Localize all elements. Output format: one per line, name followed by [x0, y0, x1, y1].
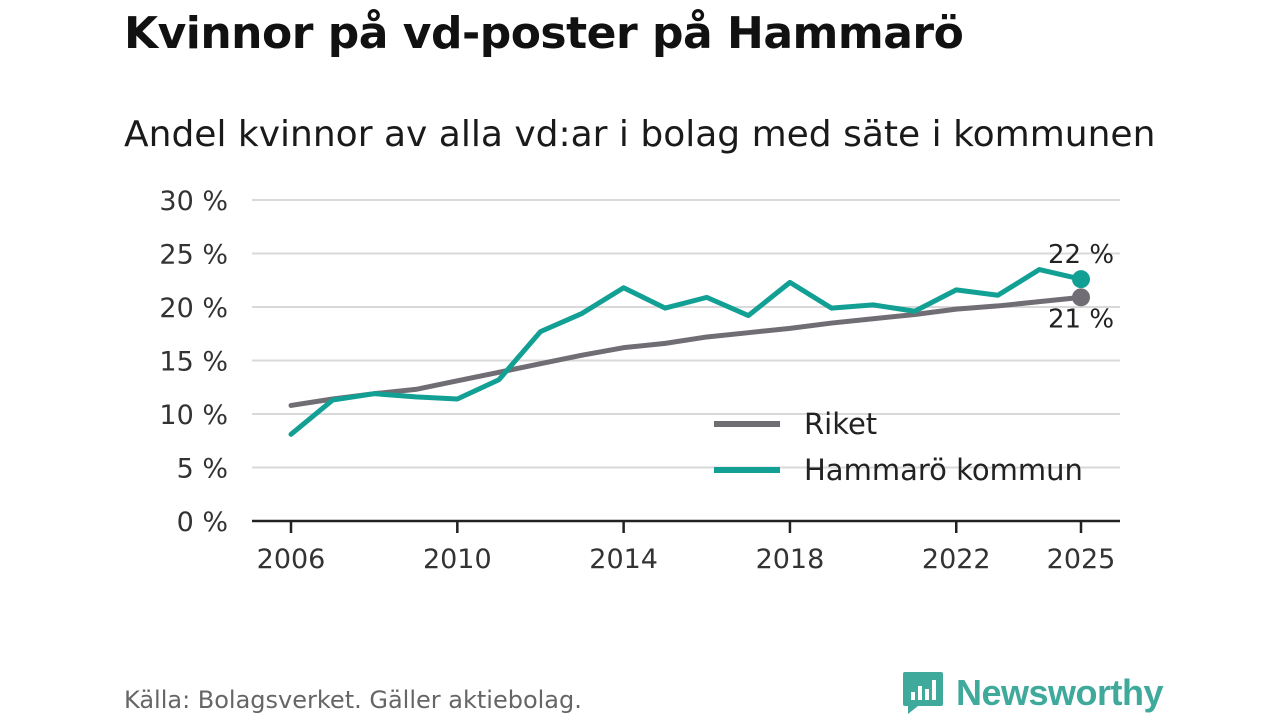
x-tick-label: 2006 — [257, 544, 326, 575]
brand-logo[interactable]: Newsworthy — [902, 670, 1164, 716]
legend-label: Riket — [804, 407, 877, 441]
x-tick-label: 2022 — [922, 544, 991, 575]
x-tick-label: 2014 — [589, 544, 658, 575]
series-end-point — [1072, 288, 1090, 307]
series-end-point — [1072, 270, 1090, 289]
x-tick-label: 2010 — [423, 544, 492, 575]
line-chart: 0 % 5 % 10 % 15 % 20 % 25 % 30 % 2006 2010 2014 20… — [159, 186, 1120, 575]
brand-name: Newsworthy — [956, 672, 1164, 713]
y-tick-label: 10 % — [159, 400, 228, 431]
series-line — [288, 294, 1084, 408]
legend-label: Hammarö kommun — [804, 453, 1083, 487]
x-tick-label: 2018 — [756, 544, 825, 575]
end-value-label: 22 % — [1048, 240, 1114, 270]
y-tick-label: 30 % — [159, 186, 228, 217]
y-tick-label: 0 % — [177, 507, 228, 538]
chart-subtitle: Andel kvinnor av alla vd:ar i bolag med … — [124, 114, 1156, 155]
y-tick-label: 15 % — [159, 347, 228, 378]
y-tick-label: 25 % — [159, 240, 228, 271]
chart-title: Kvinnor på vd-poster på Hammarö — [124, 8, 964, 59]
y-tick-label: 5 % — [177, 454, 228, 485]
x-tick-label: 2025 — [1047, 544, 1116, 575]
newsworthy-logo-icon — [903, 672, 943, 714]
source-note: Källa: Bolagsverket. Gäller aktiebolag. — [124, 686, 582, 714]
series-line — [288, 267, 1084, 437]
y-tick-label: 20 % — [159, 293, 228, 324]
end-value-label: 21 % — [1048, 304, 1114, 334]
